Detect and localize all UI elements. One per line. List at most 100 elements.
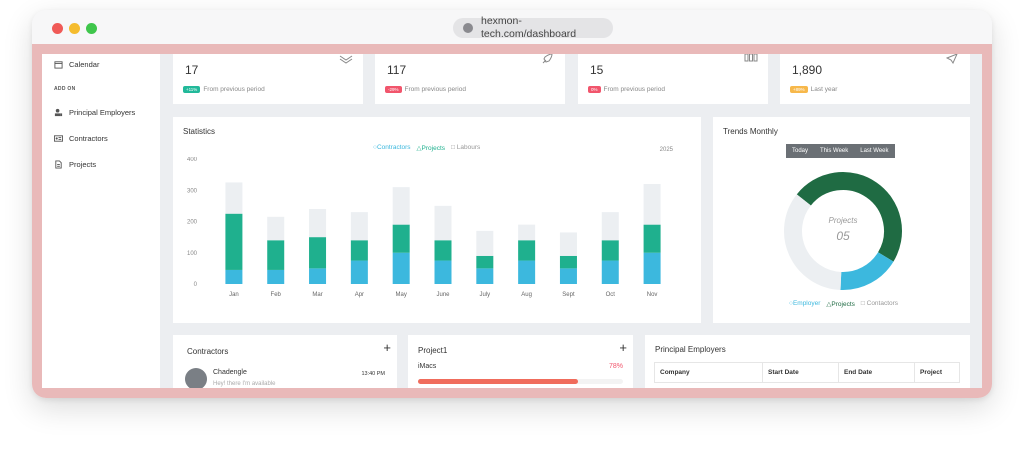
donut-center-label: Projects bbox=[828, 216, 858, 225]
bar-labours[interactable] bbox=[643, 184, 661, 225]
column-header[interactable]: End Date bbox=[838, 362, 915, 383]
stat-note: From previous period bbox=[203, 86, 265, 93]
sidebar-item-label: Principal Employers bbox=[69, 108, 136, 117]
statistics-card: Statistics ○Contractors △Projects □ Labo… bbox=[173, 117, 701, 323]
x-tick-label: Sept bbox=[562, 292, 575, 298]
bar-projects[interactable] bbox=[434, 240, 452, 261]
trends-title: Trends Monthly bbox=[723, 127, 778, 136]
page-viewport: Calendar ADD ON Principal Employers Cont… bbox=[32, 44, 992, 398]
sidebar-item-projects[interactable]: Projects bbox=[54, 160, 96, 169]
bar-projects[interactable] bbox=[309, 237, 327, 269]
bar-labours[interactable] bbox=[476, 230, 494, 256]
column-header[interactable]: Project bbox=[914, 362, 960, 383]
sidebar-item-calendar[interactable]: Calendar bbox=[54, 60, 99, 69]
employers-table: Company Start Date End Date Project bbox=[654, 362, 960, 383]
donut-slice-projects[interactable] bbox=[796, 172, 902, 262]
sidebar-item-principal-employers[interactable]: Principal Employers bbox=[54, 108, 135, 117]
bar-contractors[interactable] bbox=[309, 268, 327, 284]
bar-projects[interactable] bbox=[392, 224, 410, 253]
trends-legend: ○Employer △Projects □ Contactors bbox=[789, 300, 898, 308]
stat-value: 117 bbox=[387, 63, 407, 77]
trends-card: Trends Monthly Today This Week Last Week… bbox=[713, 117, 970, 323]
bar-labours[interactable] bbox=[601, 212, 619, 241]
legend-projects[interactable]: △Projects bbox=[416, 145, 446, 152]
stat-card-3: 15 0% From previous period bbox=[578, 54, 768, 104]
stat-footer: +11% From previous period bbox=[183, 86, 265, 93]
bar-labours[interactable] bbox=[434, 205, 452, 241]
legend-contactors[interactable]: □ Contactors bbox=[860, 300, 899, 307]
bar-labours[interactable] bbox=[392, 187, 410, 225]
bar-contractors[interactable] bbox=[392, 252, 410, 284]
bar-contractors[interactable] bbox=[267, 269, 285, 284]
address-bar[interactable]: hexmon-tech.com/dashboard bbox=[453, 15, 613, 40]
donut-slice-contactors[interactable] bbox=[784, 194, 842, 290]
contractors-title: Contractors bbox=[187, 347, 229, 356]
sidebar-item-contractors[interactable]: Contractors bbox=[54, 134, 108, 143]
donut-center-value: 05 bbox=[836, 229, 850, 243]
stat-note: From previous period bbox=[603, 86, 665, 93]
address-text: hexmon-tech.com/dashboard bbox=[481, 15, 577, 40]
bar-projects[interactable] bbox=[518, 240, 536, 261]
bar-projects[interactable] bbox=[476, 255, 494, 269]
add-project-button[interactable]: + bbox=[619, 340, 627, 355]
last-week-button[interactable]: Last Week bbox=[854, 144, 895, 158]
send-icon bbox=[946, 54, 958, 64]
bar-contractors[interactable] bbox=[643, 252, 661, 284]
bar-labours[interactable] bbox=[225, 182, 243, 214]
y-tick-label: 400 bbox=[187, 157, 198, 163]
bar-contractors[interactable] bbox=[601, 260, 619, 284]
bar-projects[interactable] bbox=[225, 213, 243, 270]
x-tick-label: Aug bbox=[521, 292, 532, 298]
bar-labours[interactable] bbox=[518, 224, 536, 241]
bar-contractors[interactable] bbox=[476, 268, 494, 284]
stat-footer: -29% From previous period bbox=[385, 86, 466, 93]
bar-labours[interactable] bbox=[350, 212, 368, 241]
stat-badge: +89% bbox=[790, 86, 808, 93]
bar-projects[interactable] bbox=[559, 255, 577, 269]
close-window-button[interactable] bbox=[52, 23, 63, 34]
project-progress-fill bbox=[418, 379, 578, 384]
stat-card-1: 17 +11% From previous period bbox=[173, 54, 363, 104]
bar-projects[interactable] bbox=[267, 240, 285, 270]
this-week-button[interactable]: This Week bbox=[814, 144, 855, 158]
column-header[interactable]: Company bbox=[654, 362, 763, 383]
bar-contractors[interactable] bbox=[559, 268, 577, 284]
legend-labours[interactable]: □ Labours bbox=[451, 144, 481, 151]
bar-labours[interactable] bbox=[559, 232, 577, 256]
sidebar-item-label: Projects bbox=[69, 160, 97, 169]
bar-labours[interactable] bbox=[309, 209, 327, 238]
bar-contractors[interactable] bbox=[225, 269, 243, 284]
bar-contractors[interactable] bbox=[518, 260, 536, 284]
document-icon bbox=[55, 160, 62, 169]
statistics-bar-chart: 0 100 200 300 400 Jan Feb Mar Apr May June July Aug S… bbox=[187, 157, 661, 298]
legend-employer[interactable]: ○Employer bbox=[789, 300, 821, 307]
bar-contractors[interactable] bbox=[350, 260, 368, 284]
y-tick-label: 200 bbox=[187, 220, 198, 226]
project-title: Project1 bbox=[418, 346, 448, 355]
bar-projects[interactable] bbox=[643, 224, 661, 253]
x-tick-label: Apr bbox=[355, 292, 364, 298]
column-header[interactable]: Start Date bbox=[762, 362, 839, 383]
sidebar: Calendar ADD ON Principal Employers Cont… bbox=[42, 54, 160, 388]
trends-donut-chart bbox=[784, 172, 902, 290]
x-tick-label: Mar bbox=[312, 292, 322, 298]
statistics-legend: ○Contractors △Projects □ Labours bbox=[373, 144, 480, 152]
bar-labours[interactable] bbox=[267, 216, 285, 241]
today-button[interactable]: Today bbox=[786, 144, 815, 158]
legend-projects[interactable]: △Projects bbox=[826, 301, 855, 308]
minimize-window-button[interactable] bbox=[69, 23, 80, 34]
bar-projects[interactable] bbox=[601, 240, 619, 261]
x-tick-label: May bbox=[396, 292, 407, 298]
donut-slice-employer[interactable] bbox=[840, 251, 894, 290]
bar-projects[interactable] bbox=[350, 240, 368, 261]
add-contractor-button[interactable]: + bbox=[383, 340, 391, 355]
legend-contractors[interactable]: ○Contractors bbox=[373, 144, 411, 151]
sidebar-item-label: Contractors bbox=[69, 134, 108, 143]
stat-badge: -29% bbox=[385, 86, 402, 93]
bar-contractors[interactable] bbox=[434, 260, 452, 284]
stat-footer: +89% Last year bbox=[790, 86, 837, 93]
maximize-window-button[interactable] bbox=[86, 23, 97, 34]
project-progress-track bbox=[418, 379, 623, 384]
x-tick-label: July bbox=[479, 292, 490, 298]
avatar bbox=[185, 368, 207, 388]
